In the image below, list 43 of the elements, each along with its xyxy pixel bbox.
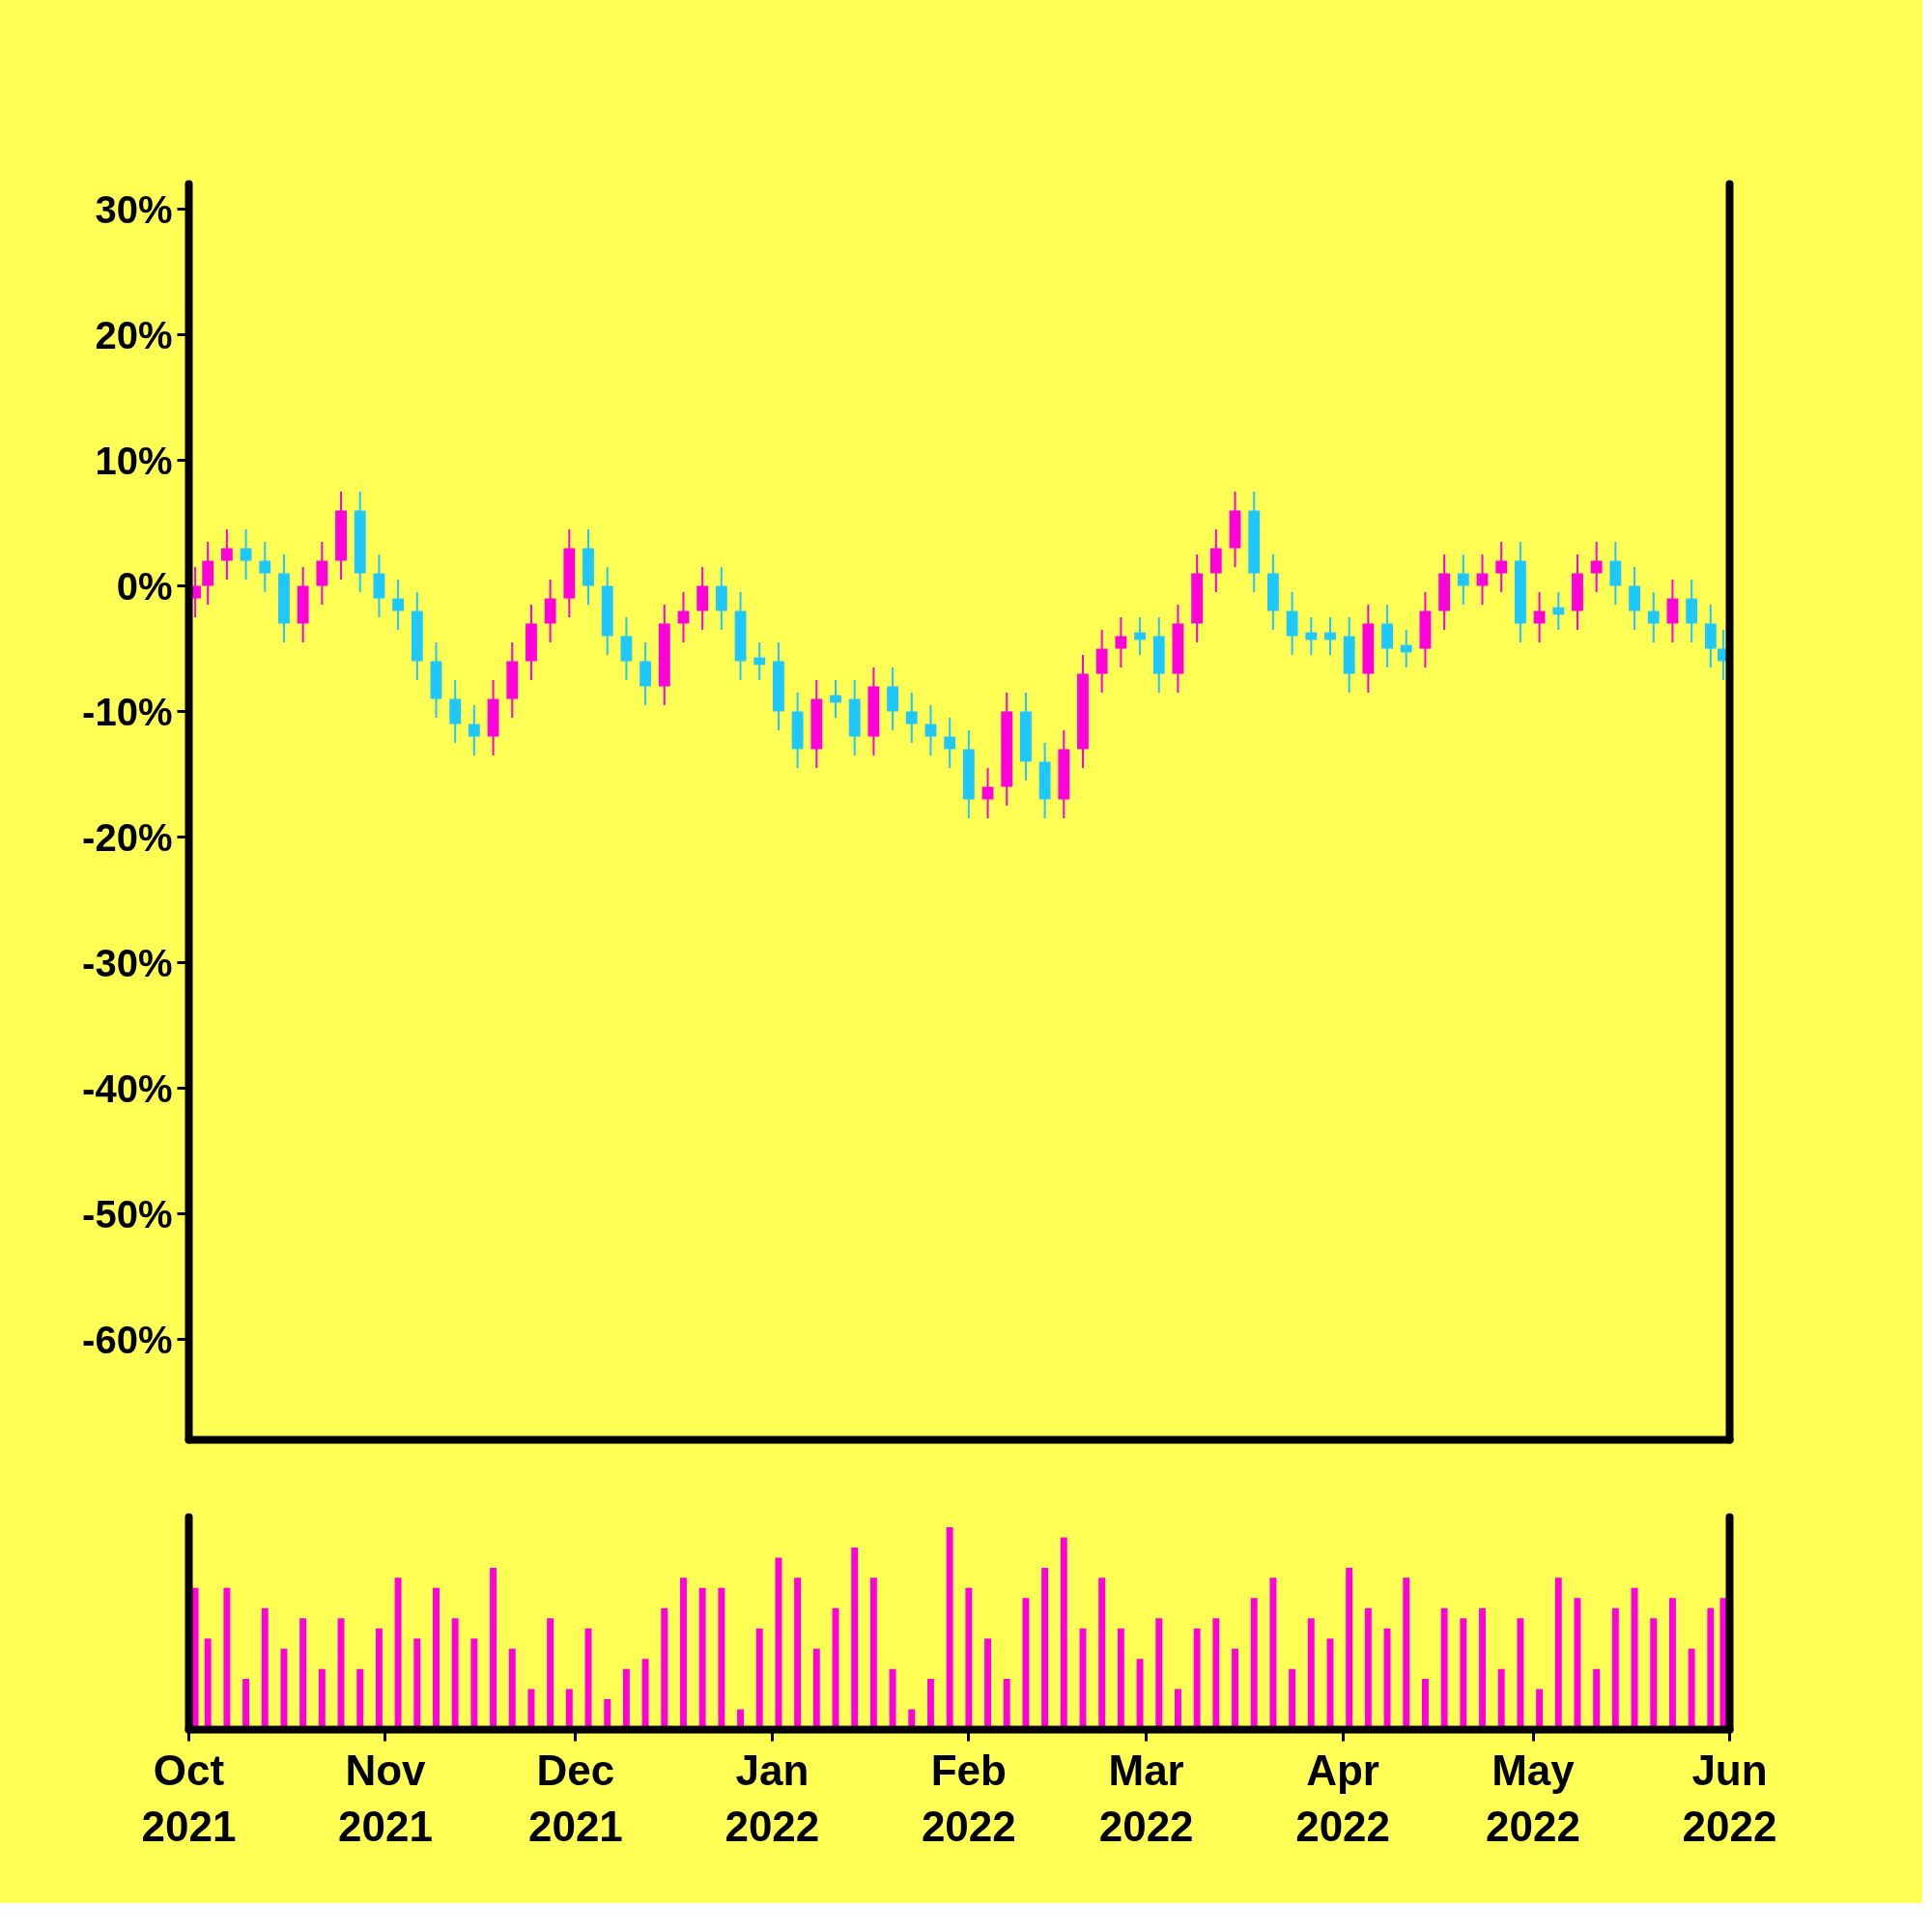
candlestick (1134, 616, 1146, 656)
y-tick-label: 10% (95, 439, 173, 482)
x-tick-label: Dec 2021 (527, 1746, 623, 1851)
candlestick (1533, 591, 1546, 643)
candlestick (830, 679, 841, 719)
x-tick-label: Apr 2022 (1295, 1746, 1391, 1851)
candlestick (1324, 616, 1336, 656)
candlestick (392, 579, 405, 631)
candlestick (981, 767, 994, 819)
x-tick-label: Mar 2022 (1098, 1746, 1194, 1851)
candlestick (1400, 629, 1412, 668)
x-tick-label: Nov 2021 (338, 1746, 433, 1851)
candlestick (1495, 541, 1508, 593)
candlestick (468, 704, 480, 756)
candlestick (924, 704, 937, 756)
candlestick (1647, 591, 1660, 643)
candlestick (677, 591, 690, 643)
candlestick (1476, 554, 1489, 606)
y-tick-label: -30% (82, 941, 173, 984)
y-tick-label: 0% (116, 564, 173, 608)
y-tick-label: 30% (95, 187, 173, 231)
y-tick-label: -20% (82, 815, 173, 859)
candlestick (1457, 554, 1469, 606)
x-tick-label: Jan 2022 (724, 1746, 820, 1851)
candlestick (753, 641, 766, 681)
candlestick (1115, 616, 1127, 668)
y-tick-label: -40% (82, 1066, 173, 1110)
y-tick-label: -50% (82, 1192, 173, 1236)
candlestick (905, 692, 918, 744)
candlestick (1552, 591, 1565, 631)
candlestick (259, 541, 271, 593)
x-tick-label: Oct 2021 (141, 1746, 237, 1851)
y-tick-label: -60% (82, 1318, 173, 1361)
candlestick (240, 528, 252, 581)
x-tick-label: Feb 2022 (921, 1746, 1016, 1851)
candlestick (1305, 616, 1318, 656)
x-tick-label: May 2022 (1486, 1746, 1580, 1851)
candlestick (944, 717, 956, 769)
y-tick-label: 20% (95, 313, 173, 356)
y-tick-label: -10% (82, 690, 173, 733)
candlestick (1590, 541, 1603, 593)
x-tick-label: Jun 2022 (1682, 1746, 1777, 1851)
candlestick (220, 528, 233, 581)
